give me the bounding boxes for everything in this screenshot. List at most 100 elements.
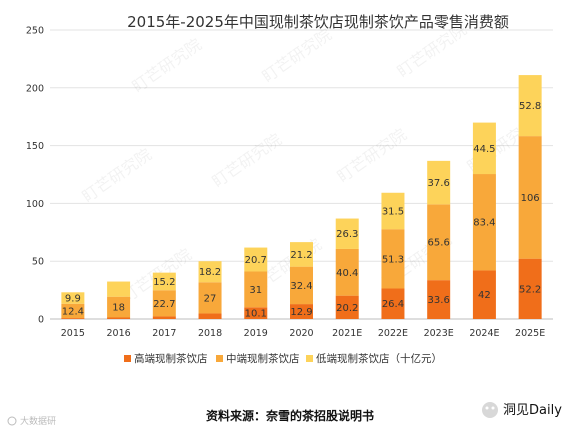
bar-segment bbox=[381, 288, 405, 319]
data-label: 21.2 bbox=[290, 250, 312, 261]
y-tick-label: 150 bbox=[26, 141, 44, 152]
data-label: 12.9 bbox=[290, 307, 312, 318]
data-label: 26.4 bbox=[382, 299, 404, 310]
data-label: 15.2 bbox=[153, 277, 175, 288]
data-label: 20.2 bbox=[336, 303, 358, 314]
y-tick-label: 0 bbox=[38, 315, 44, 326]
x-tick-label: 2016 bbox=[106, 328, 130, 339]
legend-swatch bbox=[124, 355, 131, 362]
legend-entry: 高端现制茶饮店 bbox=[134, 352, 208, 365]
bar-segment bbox=[381, 192, 405, 230]
y-tick-label: 250 bbox=[26, 26, 44, 37]
small-watermark: 大数据研 bbox=[7, 415, 56, 427]
watermark-text: 盯芒研究院 bbox=[79, 145, 155, 206]
data-label: 18 bbox=[112, 303, 125, 314]
legend: 高端现制茶饮店 中端现制茶饮店 低端现制茶饮店（十亿元） bbox=[124, 352, 442, 365]
x-tick-label: 2024E bbox=[469, 328, 499, 339]
x-tick-label: 2018 bbox=[198, 328, 222, 339]
data-label: 31 bbox=[249, 285, 262, 296]
bar-segment bbox=[518, 75, 542, 137]
data-label: 31.5 bbox=[382, 206, 404, 217]
data-label: 42 bbox=[478, 290, 491, 301]
data-label: 106 bbox=[521, 193, 540, 204]
legend-swatch bbox=[216, 355, 223, 362]
data-label: 44.5 bbox=[473, 144, 495, 155]
data-label: 27 bbox=[204, 293, 217, 304]
bar-segment bbox=[472, 270, 496, 319]
data-label: 52.2 bbox=[519, 284, 541, 295]
bar-segment bbox=[244, 271, 268, 308]
bar-segment bbox=[152, 316, 176, 319]
bar-segment bbox=[152, 272, 176, 291]
bar-segment bbox=[381, 229, 405, 289]
watermark-text: 盯芒研究院 bbox=[334, 125, 410, 186]
bar-segment bbox=[61, 303, 85, 319]
bar-segment bbox=[107, 296, 131, 318]
bar-segment bbox=[427, 160, 451, 205]
bar-segment bbox=[427, 204, 451, 281]
wechat-icon-eye-left bbox=[485, 406, 489, 410]
data-label: 83.4 bbox=[473, 218, 495, 229]
data-label: 65.6 bbox=[428, 238, 450, 249]
bar-segment bbox=[61, 292, 85, 304]
bar-segment bbox=[290, 242, 313, 267]
x-axis: 2015 2016 2017 2018 2019 2020 2021E 2022E 2023E 2… bbox=[61, 328, 545, 339]
x-tick-label: 2015 bbox=[61, 328, 85, 339]
data-label: 18.2 bbox=[199, 267, 221, 278]
small-watermark-text: 大数据研 bbox=[20, 415, 56, 427]
wechat-icon-eye-right bbox=[491, 406, 495, 410]
bar-segment bbox=[198, 313, 222, 319]
bars: 0.812.49.91.3182.222.715.24.82718.210.13… bbox=[61, 75, 542, 320]
bar-segment bbox=[335, 218, 359, 249]
bar-segment bbox=[472, 174, 496, 271]
y-tick-label: 50 bbox=[32, 257, 44, 268]
x-tick-label: 2017 bbox=[152, 328, 176, 339]
watermark-text: 盯芒研究院 bbox=[259, 25, 335, 86]
data-label: 40.4 bbox=[336, 268, 358, 279]
brand-text: 洞见Daily bbox=[503, 403, 562, 418]
data-label: 52.8 bbox=[519, 101, 541, 112]
y-tick-label: 200 bbox=[26, 83, 44, 94]
link-icon bbox=[7, 416, 17, 426]
data-label: 20.7 bbox=[245, 255, 267, 266]
data-label: 22.7 bbox=[153, 299, 175, 310]
bar-segment bbox=[152, 290, 176, 317]
data-label: 51.3 bbox=[382, 254, 404, 265]
bar-segment bbox=[107, 317, 131, 319]
bar-segment bbox=[427, 280, 451, 319]
x-tick-label: 2023E bbox=[424, 328, 454, 339]
bar-segment bbox=[107, 281, 131, 297]
bar-segment bbox=[335, 295, 359, 319]
bar-segment bbox=[61, 318, 85, 319]
source-note: 资料来源：奈雪的茶招股说明书 bbox=[206, 408, 374, 423]
watermark-text: 盯芒研究院 bbox=[129, 35, 205, 96]
wechat-icon bbox=[482, 402, 498, 418]
data-label: 37.6 bbox=[428, 178, 450, 189]
x-tick-label: 2019 bbox=[244, 328, 268, 339]
bar-segment bbox=[518, 258, 542, 319]
data-label: 12.4 bbox=[62, 306, 84, 317]
legend-entry: 中端现制茶饮店 bbox=[226, 352, 300, 365]
bar-segment bbox=[198, 282, 222, 314]
data-label: 10.1 bbox=[245, 309, 267, 320]
chart-title: 2015年-2025年中国现制茶饮店现制茶饮产品零售消费额 bbox=[127, 13, 509, 31]
y-tick-label: 100 bbox=[26, 199, 44, 210]
bar-segment bbox=[290, 304, 313, 319]
brand: 洞见Daily bbox=[482, 402, 562, 418]
data-label: 32.4 bbox=[290, 281, 312, 292]
x-tick-label: 2022E bbox=[378, 328, 408, 339]
legend-entry: 低端现制茶饮店（十亿元） bbox=[316, 352, 442, 365]
bar-segment bbox=[244, 307, 268, 319]
x-tick-label: 2025E bbox=[515, 328, 545, 339]
data-label: 9.9 bbox=[65, 294, 81, 305]
bar-segment bbox=[290, 266, 313, 305]
watermark-text: 盯芒研究院 bbox=[209, 130, 285, 191]
bar-segment bbox=[472, 122, 496, 175]
legend-swatch bbox=[306, 355, 313, 362]
data-label: 33.6 bbox=[428, 295, 450, 306]
bar-segment bbox=[244, 247, 268, 272]
x-tick-label: 2020 bbox=[289, 328, 313, 339]
data-label: 26.3 bbox=[336, 229, 358, 240]
bar-segment bbox=[335, 248, 359, 296]
